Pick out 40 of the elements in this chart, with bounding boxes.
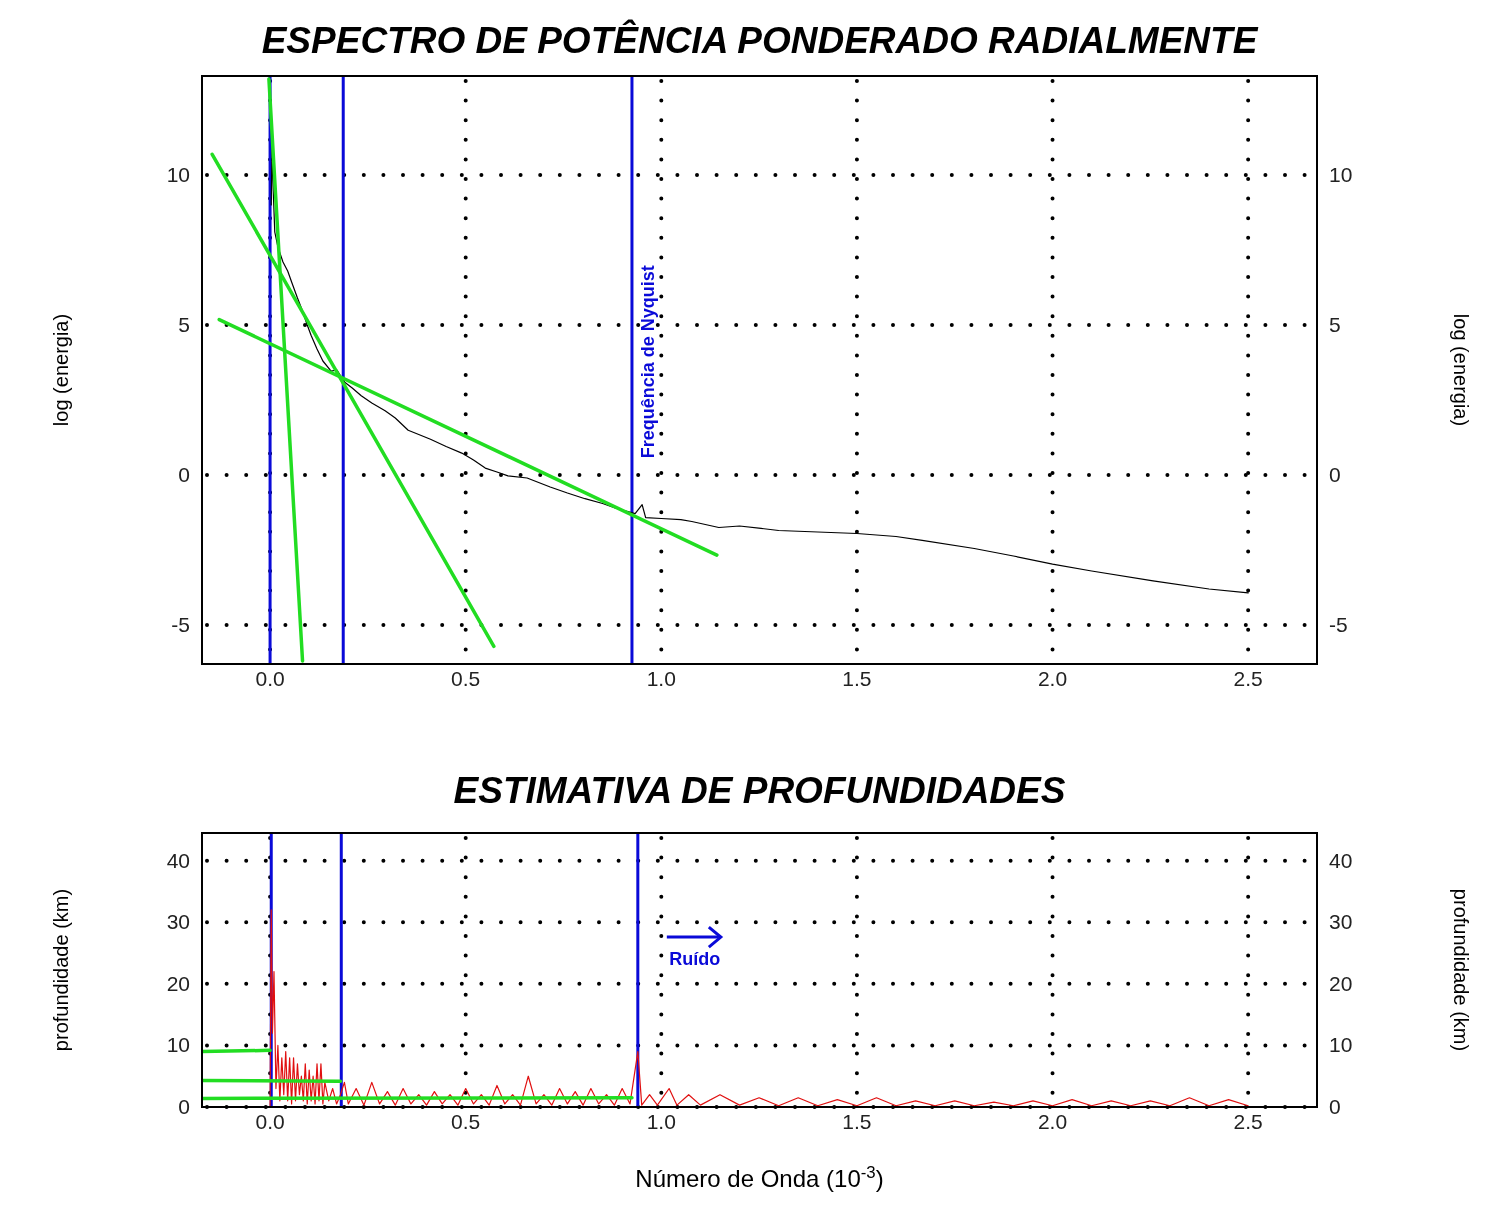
x-tick-label: 0.5 xyxy=(451,1110,481,1133)
y2-tick-label: 10 xyxy=(1329,163,1353,186)
y-tick-label: 0 xyxy=(178,1095,190,1118)
ref-line-label: Frequência de Nyquist xyxy=(637,265,658,459)
y2-tick-label: 20 xyxy=(1329,971,1353,995)
y2-tick-label: 10 xyxy=(1329,1033,1353,1057)
y-tick-label: 0 xyxy=(178,463,190,486)
y-tick-label: 20 xyxy=(166,971,190,995)
x-tick-label: 0.5 xyxy=(451,667,481,690)
annotation: Ruído xyxy=(669,949,721,970)
y-tick-label: 5 xyxy=(178,313,190,336)
y2-tick-label: 5 xyxy=(1329,313,1341,336)
y2-axis-title: profundidade (km) xyxy=(1450,888,1472,1052)
x-tick-label: 0.0 xyxy=(255,1110,285,1133)
x-tick-label: 2.0 xyxy=(1037,667,1068,690)
x-tick-label: 2.5 xyxy=(1233,1110,1263,1133)
chart-title: ESPECTRO DE POTÊNCIA PONDERADO RADIALMENTE xyxy=(261,19,1259,61)
x-tick-label: 1.0 xyxy=(646,1110,676,1133)
chart-title: ESTIMATIVA DE PROFUNDIDADES xyxy=(453,770,1066,811)
x-tick-label: 2.0 xyxy=(1037,1110,1068,1133)
y-tick-label: 30 xyxy=(166,910,190,934)
y2-tick-label: -5 xyxy=(1329,613,1348,636)
y2-tick-label: 0 xyxy=(1329,463,1341,486)
y-axis-title: profundidade (km) xyxy=(50,888,72,1052)
x-tick-label: 1.5 xyxy=(842,667,872,690)
y-tick-label: 10 xyxy=(166,163,190,186)
x-tick-label: 1.5 xyxy=(842,1110,872,1133)
y-tick-label: 40 xyxy=(166,848,190,872)
y-tick-label: -5 xyxy=(171,613,190,636)
x-axis-title: Número de Onda (10$^{-3}$) xyxy=(635,1162,884,1192)
y2-axis-title: log (energia) xyxy=(1450,313,1472,427)
y2-tick-label: 40 xyxy=(1329,848,1353,872)
x-tick-label: 2.5 xyxy=(1233,667,1263,690)
y2-tick-label: 0 xyxy=(1329,1095,1341,1118)
y-axis-title: log (energia) xyxy=(50,313,72,427)
y-tick-label: 10 xyxy=(166,1033,190,1057)
line-series xyxy=(269,909,1249,1107)
y2-tick-label: 30 xyxy=(1329,910,1353,934)
x-tick-label: 0.0 xyxy=(255,667,285,690)
x-tick-label: 1.0 xyxy=(646,667,676,690)
